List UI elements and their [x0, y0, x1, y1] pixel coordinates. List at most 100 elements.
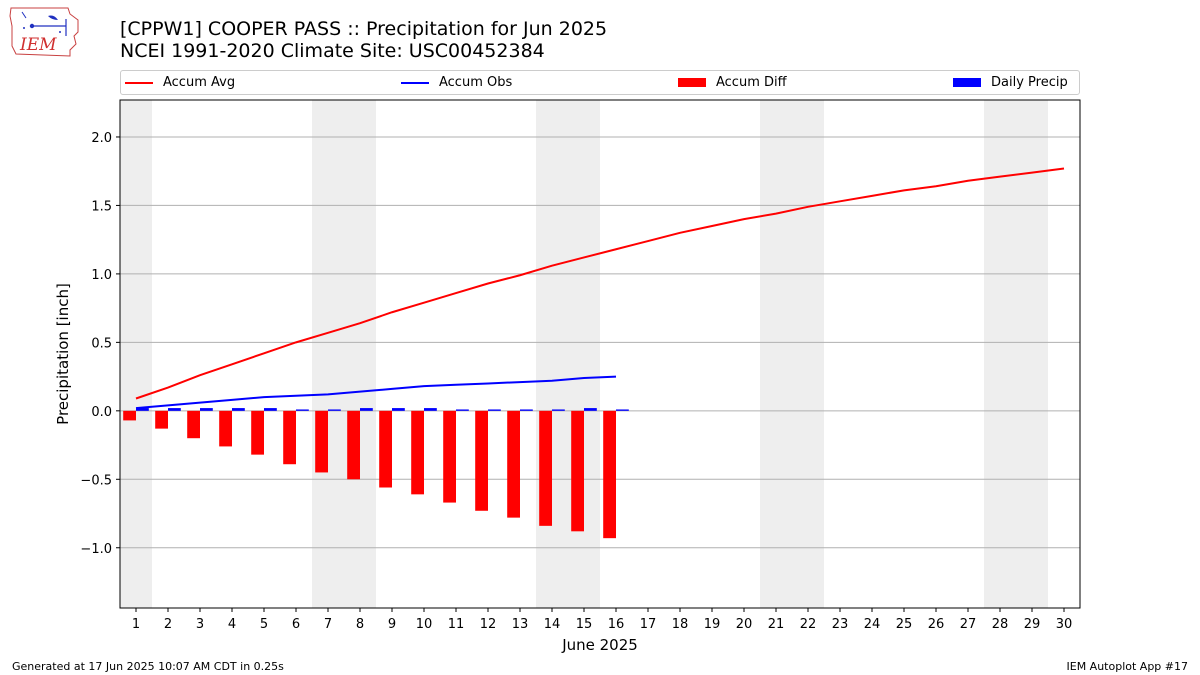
x-tick-label: 6 [292, 617, 300, 632]
x-tick-label: 22 [800, 617, 817, 632]
legend-item-accum-diff: Accum Diff [678, 71, 787, 94]
legend-item-daily-precip: Daily Precip [953, 71, 1068, 94]
x-tick-label: 17 [640, 617, 657, 632]
daily-precip-bar [328, 409, 341, 411]
x-tick-label: 25 [896, 617, 913, 632]
x-tick-label: 29 [1024, 617, 1041, 632]
accum-diff-bar [219, 410, 232, 447]
x-tick-label: 8 [356, 617, 364, 632]
x-tick-label: 5 [260, 617, 268, 632]
accum-diff-bar [539, 410, 552, 526]
x-tick-label: 28 [992, 617, 1009, 632]
accum-diff-bar [251, 410, 264, 455]
iem-logo: IEM [9, 7, 79, 57]
accum-diff-bar [283, 410, 296, 465]
x-tick-label: 20 [736, 617, 753, 632]
y-tick-label: −1.0 [80, 542, 112, 557]
daily-precip-bar [456, 409, 469, 411]
accum-diff-bar [475, 410, 488, 511]
weekend-shade [984, 100, 1016, 608]
daily-precip-bar [360, 408, 373, 411]
logo-text: IEM [19, 35, 57, 55]
x-tick-label: 2 [164, 617, 172, 632]
accum-diff-bar [379, 410, 392, 488]
accum-obs-line [135, 375, 617, 410]
weekend-shade [760, 100, 792, 608]
daily-precip-bar [296, 409, 309, 411]
x-tick-label: 9 [388, 617, 396, 632]
y-tick-label: 2.0 [91, 131, 112, 146]
accum-diff-bar [443, 410, 456, 503]
x-tick-label: 4 [228, 617, 236, 632]
accum-diff-bar [507, 410, 520, 518]
x-tick-label: 14 [544, 617, 561, 632]
x-tick-label: 18 [672, 617, 689, 632]
legend-item-accum-obs: Accum Obs [401, 71, 512, 94]
legend-swatch-accum-diff [678, 78, 706, 87]
app-credit: IEM Autoplot App #17 [1066, 660, 1189, 673]
x-tick-label: 16 [608, 617, 625, 632]
chart-title: [CPPW1] COOPER PASS :: Precipitation for… [120, 18, 608, 40]
x-tick-label: 19 [704, 617, 721, 632]
legend-label-accum-avg: Accum Avg [163, 75, 236, 90]
daily-precip-bar [552, 409, 565, 411]
daily-precip-bar [584, 408, 597, 411]
y-axis-label: Precipitation [inch] [54, 283, 72, 425]
x-tick-label: 21 [768, 617, 785, 632]
accum-diff-bar [571, 410, 584, 532]
daily-precip-bar [168, 408, 181, 411]
y-tick-label: 0.0 [91, 405, 112, 420]
daily-precip-bar [232, 408, 245, 411]
x-tick-label: 3 [196, 617, 204, 632]
accum-avg-line [135, 167, 1065, 400]
x-tick-label: 11 [448, 617, 465, 632]
accum-diff-bar [347, 410, 360, 480]
daily-precip-bar [264, 408, 277, 411]
chart-subtitle: NCEI 1991-2020 Climate Site: USC00452384 [120, 40, 545, 62]
x-tick-label: 1 [132, 617, 140, 632]
generated-timestamp: Generated at 17 Jun 2025 10:07 AM CDT in… [12, 660, 284, 673]
y-tick-label: 1.5 [91, 199, 112, 214]
x-tick-label: 30 [1056, 617, 1073, 632]
legend-label-accum-obs: Accum Obs [439, 75, 513, 90]
x-tick-label: 24 [864, 617, 881, 632]
x-tick-label: 10 [416, 617, 433, 632]
legend-swatch-accum-avg [125, 81, 153, 84]
accum-diff-bar [315, 410, 328, 473]
legend-item-accum-avg: Accum Avg [125, 71, 235, 94]
y-tick-label: −0.5 [80, 473, 112, 488]
weekend-shade [792, 100, 824, 608]
daily-precip-bar [488, 409, 501, 411]
weekend-shade [344, 100, 376, 608]
weekend-shade [312, 100, 344, 608]
accum-diff-bar [123, 410, 136, 421]
legend-swatch-accum-obs [401, 81, 429, 84]
daily-precip-bar [392, 408, 405, 411]
weekend-shade [120, 100, 152, 608]
iowa-state-outline [9, 7, 79, 57]
legend-label-daily-precip: Daily Precip [991, 75, 1068, 90]
accum-diff-bar [155, 410, 168, 429]
x-tick-label: 7 [324, 617, 332, 632]
x-tick-label: 12 [480, 617, 497, 632]
x-tick-label: 27 [960, 617, 977, 632]
chart-legend: Accum Avg Accum Obs Accum Diff Daily Pre… [120, 70, 1080, 95]
weekend-shade [536, 100, 568, 608]
x-tick-label: 23 [832, 617, 849, 632]
daily-precip-bar [136, 408, 149, 411]
weekend-shade [1016, 100, 1048, 608]
y-tick-label: 0.5 [91, 336, 112, 351]
y-tick-label: 1.0 [91, 268, 112, 283]
x-axis-label: June 2025 [561, 636, 638, 654]
x-tick-label: 26 [928, 617, 945, 632]
daily-precip-bar [200, 408, 213, 411]
daily-precip-bar [520, 409, 533, 411]
daily-precip-bar [616, 409, 629, 411]
accum-diff-bar [411, 410, 424, 495]
legend-label-accum-diff: Accum Diff [716, 75, 787, 90]
x-tick-label: 13 [512, 617, 529, 632]
weekend-shade [568, 100, 600, 608]
daily-precip-bar [424, 408, 437, 411]
accum-diff-bar [187, 410, 200, 439]
